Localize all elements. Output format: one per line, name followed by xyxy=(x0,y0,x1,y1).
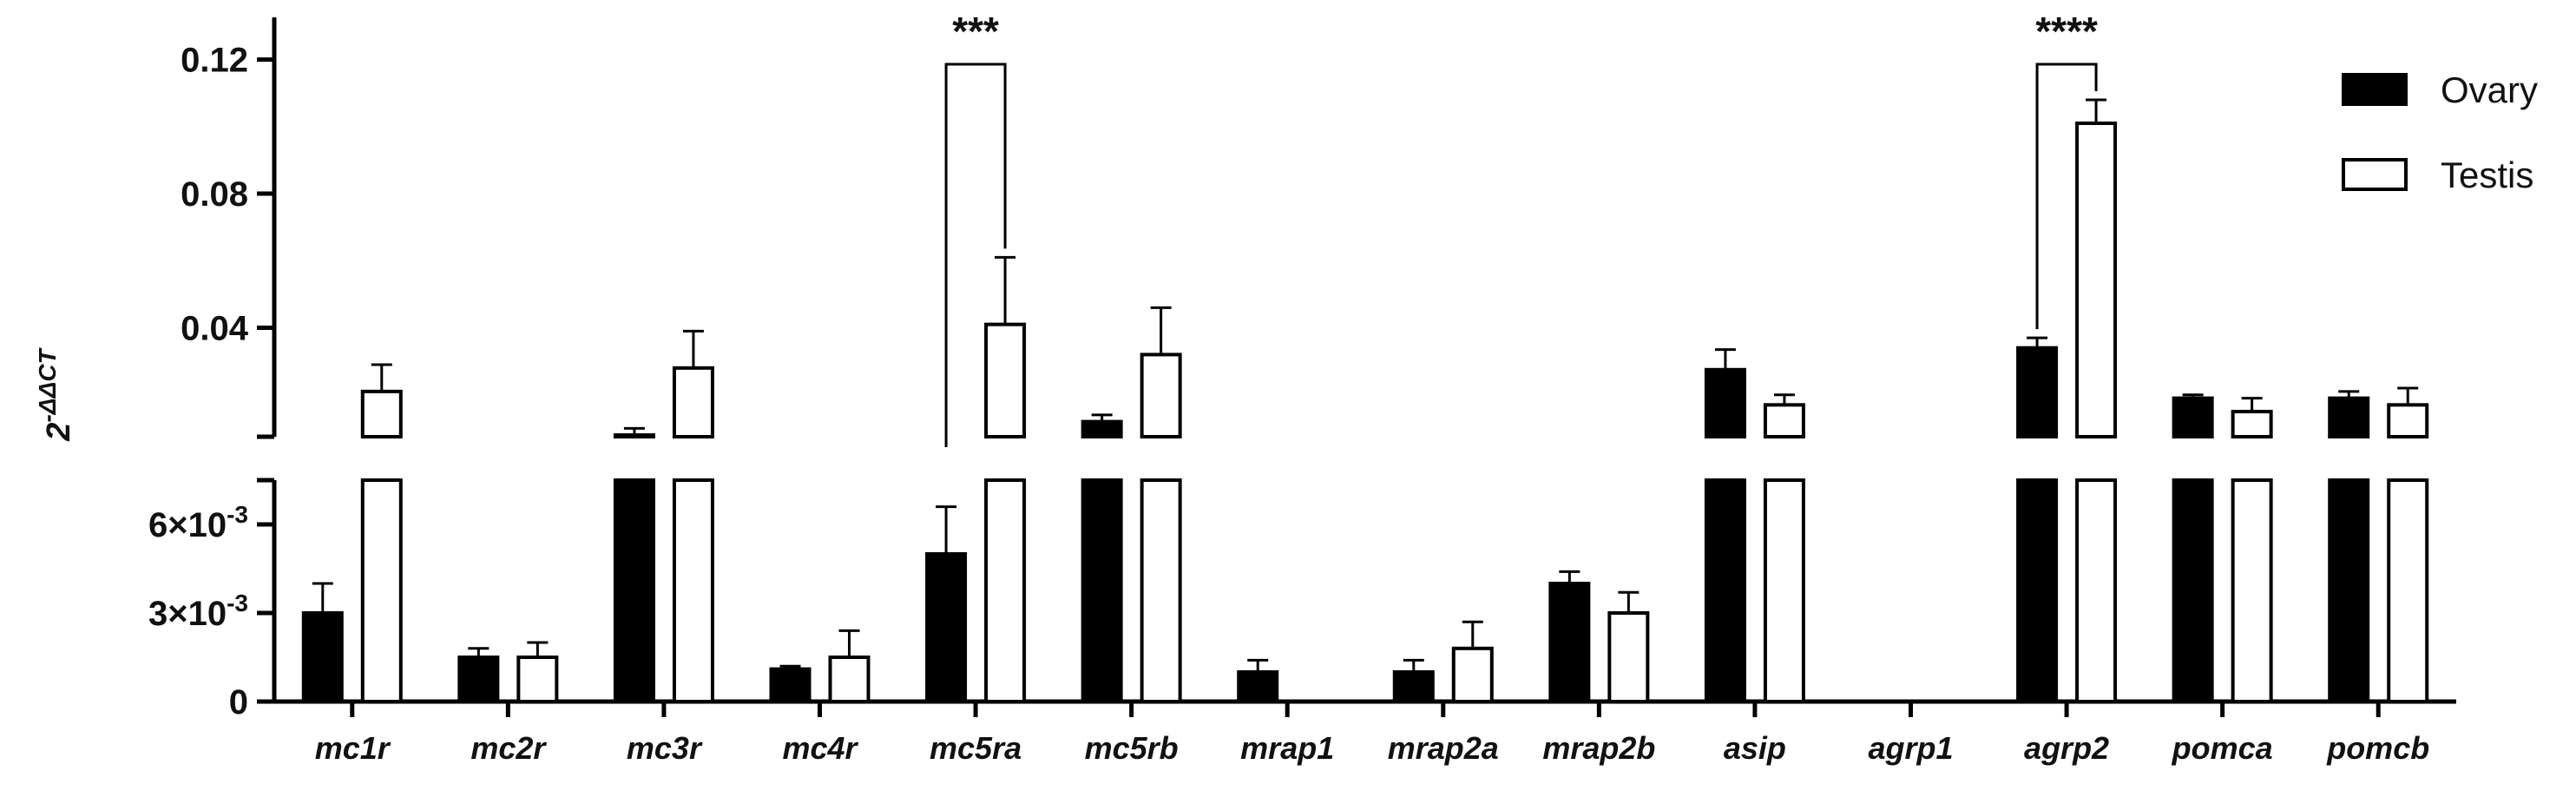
significance-bracket-mc5ra xyxy=(944,63,1007,447)
bar-ovary-asip xyxy=(1704,478,1746,703)
x-tick-label-mrap2a: mrap2a xyxy=(1388,730,1499,766)
bar-ovary-asip-upper xyxy=(1704,367,1746,438)
x-tick-label-agrp1: agrp1 xyxy=(1868,730,1953,766)
bar-ovary-mrap1 xyxy=(1237,670,1279,703)
bar-ovary-mc5rb xyxy=(1081,478,1123,703)
bar-ovary-agrp2-upper xyxy=(2016,346,2059,438)
x-tick-label-mrap1: mrap1 xyxy=(1240,730,1334,766)
bar-testis-mc5ra-upper xyxy=(984,322,1027,438)
bars-group xyxy=(301,98,2429,703)
bar-testis-asip xyxy=(1763,478,1805,703)
bar-testis-agrp2 xyxy=(2075,478,2118,703)
x-tick-label-mc2r: mc2r xyxy=(470,730,547,766)
significance-bracket-agrp2 xyxy=(2035,63,2098,330)
x-tick-label-agrp2: agrp2 xyxy=(2024,730,2109,766)
y-tick-label-upper: 0.08 xyxy=(181,175,248,214)
bar-ovary-mc2r xyxy=(457,656,500,703)
bar-testis-mc1r xyxy=(360,478,403,703)
x-tick-label-mc3r: mc3r xyxy=(627,730,703,766)
bar-testis-mc4r xyxy=(828,656,871,703)
y-tick-label-lower: 6×10-3 xyxy=(148,501,248,544)
bar-testis-pomca-upper xyxy=(2231,410,2273,438)
bar-ovary-mc5rb-upper xyxy=(1081,419,1123,438)
significance-label-agrp2: **** xyxy=(2035,9,2098,54)
bar-ovary-mc5ra xyxy=(925,552,968,703)
bar-testis-pomcb xyxy=(2387,478,2429,703)
bar-testis-mrap2a xyxy=(1451,646,1494,703)
bar-ovary-mc1r xyxy=(301,611,344,703)
legend-label-testis: Testis xyxy=(2441,155,2533,195)
x-tick-label-asip: asip xyxy=(1724,730,1786,766)
bar-testis-mc3r-upper xyxy=(672,366,714,439)
bar-testis-mc5rb xyxy=(1140,478,1182,703)
x-tick-label-mc4r: mc4r xyxy=(782,730,858,766)
y-tick-label-upper: 0.12 xyxy=(181,42,248,80)
x-tick-label-pomca: pomca xyxy=(2172,730,2273,766)
legend-label-ovary: Ovary xyxy=(2441,69,2538,110)
bar-testis-agrp2-upper xyxy=(2075,121,2118,438)
bar-testis-pomcb-upper xyxy=(2387,403,2429,438)
bar-ovary-pomcb xyxy=(2328,478,2370,703)
y-tick-label-lower: 0 xyxy=(229,683,248,722)
bar-ovary-pomca xyxy=(2172,478,2214,703)
significance-label-mc5ra: *** xyxy=(952,9,999,54)
bar-ovary-agrp2 xyxy=(2016,478,2059,703)
bar-testis-pomca xyxy=(2231,478,2273,703)
bar-ovary-pomca-upper xyxy=(2172,396,2214,438)
bar-testis-mc1r-upper xyxy=(360,389,403,439)
bar-testis-mc3r xyxy=(672,478,714,703)
bar-ovary-mc3r-upper xyxy=(613,433,655,439)
bar-testis-mc5ra xyxy=(984,478,1027,703)
bar-ovary-mrap2a xyxy=(1392,670,1435,703)
y-tick-label-lower: 3×10-3 xyxy=(148,590,248,633)
bar-ovary-mc4r xyxy=(769,667,812,703)
y-axis-label: 2-ΔΔCT xyxy=(34,346,77,441)
bar-ovary-mc3r xyxy=(613,478,655,703)
bar-testis-asip-upper xyxy=(1763,403,1805,438)
x-tick-label-mc5rb: mc5rb xyxy=(1085,730,1179,766)
bar-testis-mrap2b xyxy=(1607,611,1650,703)
x-tick-label-mc5ra: mc5ra xyxy=(930,730,1022,766)
legend-swatch-ovary xyxy=(2342,73,2408,106)
bar-testis-mc2r xyxy=(516,656,559,703)
bar-ovary-pomcb-upper xyxy=(2328,396,2370,438)
x-tick-label-pomcb: pomcb xyxy=(2326,730,2429,766)
bar-testis-mc5rb-upper xyxy=(1140,353,1182,438)
bar-ovary-mrap2b xyxy=(1548,582,1591,703)
x-tick-label-mrap2b: mrap2b xyxy=(1542,730,1655,766)
x-tick-label-mc1r: mc1r xyxy=(315,730,391,766)
legend-swatch-testis xyxy=(2342,158,2408,191)
y-tick-label-upper: 0.04 xyxy=(181,310,249,348)
